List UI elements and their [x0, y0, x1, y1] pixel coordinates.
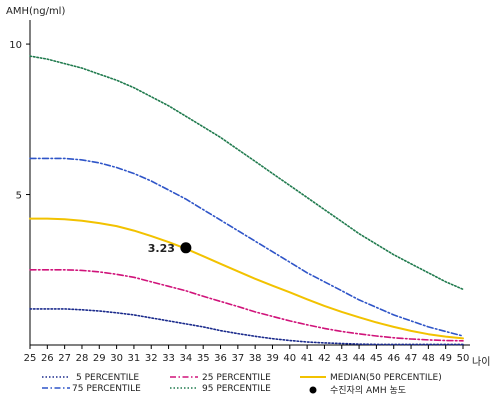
series-line-95-percentile	[29, 55, 464, 291]
legend-item-25-percentile: 25 PERCENTILE	[170, 373, 271, 383]
x-ticks: 25 26 27 28 29 30 31 32 33 34 35 36 37 38 39 40 41 42 43 44…	[24, 345, 470, 364]
series-line-median-50-percentile	[29, 217, 464, 340]
x-tick-label: 36	[214, 353, 227, 364]
series-line-75-percentile	[29, 157, 464, 337]
x-tick-label: 48	[422, 353, 435, 364]
legend-label-5-percentile: 5 PERCENTILE	[76, 373, 139, 383]
series-line-25-percentile	[29, 268, 464, 342]
x-tick-label: 32	[145, 353, 158, 364]
x-tick-label: 43	[335, 353, 348, 364]
patient-amh-point	[180, 242, 192, 254]
x-tick-label: 38	[249, 353, 262, 364]
x-tick-label: 40	[283, 353, 296, 364]
patient-amh-value-label: 3.23	[148, 242, 175, 255]
x-tick-label: 41	[301, 353, 314, 364]
x-tick-label: 45	[370, 353, 383, 364]
y-axis-title: AMH(ng/ml)	[6, 6, 65, 17]
series-line-5-percentile	[29, 308, 464, 346]
x-tick-label: 31	[128, 353, 141, 364]
x-tick-label: 35	[197, 353, 210, 364]
x-tick-label: 25	[24, 353, 37, 364]
legend-label-95-percentile: 95 PERCENTILE	[202, 384, 271, 394]
legend: 5 PERCENTILE 25 PERCENTILE MEDIAN(50 PER…	[42, 373, 442, 396]
x-tick-label: 37	[231, 353, 244, 364]
x-tick-label: 47	[405, 353, 418, 364]
legend-item-patient-amh: 수진자의 AMH 농도	[309, 385, 406, 396]
x-axis-title: 나이	[472, 356, 490, 368]
legend-label-25-percentile: 25 PERCENTILE	[202, 373, 271, 383]
x-tick-label: 28	[76, 353, 89, 364]
x-tick-label: 42	[318, 353, 331, 364]
x-tick-label: 39	[266, 353, 279, 364]
x-tick-label: 29	[93, 353, 106, 364]
x-tick-label: 26	[41, 353, 54, 364]
x-tick-label: 46	[387, 353, 400, 364]
x-tick-label: 30	[110, 353, 123, 364]
x-tick-label: 49	[439, 353, 452, 364]
y-ticks: 5 10	[9, 40, 30, 202]
y-tick-label: 10	[9, 40, 22, 51]
legend-item-5-percentile: 5 PERCENTILE	[42, 373, 139, 383]
legend-label-patient-amh: 수진자의 AMH 농도	[330, 385, 406, 396]
legend-item-75-percentile: 75 PERCENTILE	[42, 384, 141, 394]
x-tick-label: 33	[162, 353, 175, 364]
x-tick-label: 50	[457, 353, 470, 364]
legend-label-median: MEDIAN(50 PERCENTILE)	[330, 373, 442, 383]
y-tick-label: 5	[16, 191, 22, 202]
x-tick-label: 34	[180, 353, 193, 364]
patient-marker: 3.23	[148, 242, 192, 255]
legend-marker-patient-amh	[309, 386, 317, 394]
legend-item-95-percentile: 95 PERCENTILE	[170, 384, 271, 394]
series-lines	[29, 55, 464, 346]
legend-item-median: MEDIAN(50 PERCENTILE)	[300, 373, 442, 383]
x-tick-label: 44	[353, 353, 366, 364]
legend-label-75-percentile: 75 PERCENTILE	[72, 384, 141, 394]
axes: AMH(ng/ml) 나이 5 10 25 26 27 28 29 30 31 32 33 34 35…	[6, 6, 490, 368]
x-tick-label: 27	[58, 353, 71, 364]
